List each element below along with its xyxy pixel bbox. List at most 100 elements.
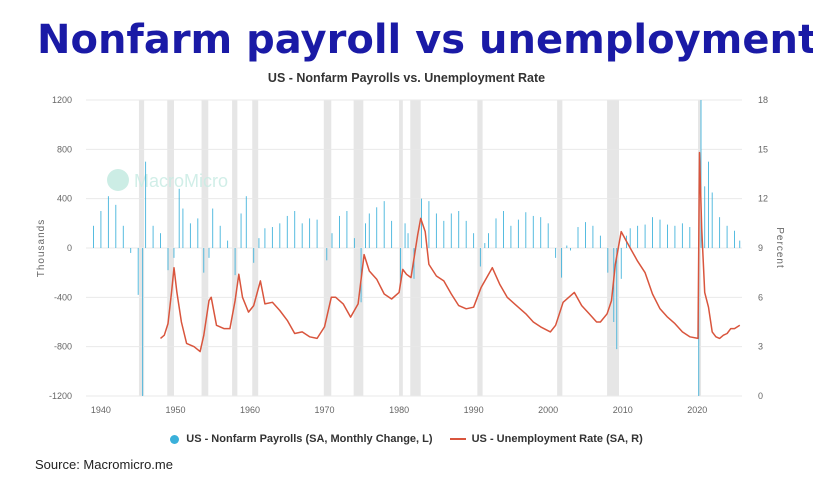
payroll-bar — [620, 248, 622, 279]
legend-item-payroll[interactable]: US - Nonfarm Payrolls (SA, Monthly Chang… — [170, 433, 433, 446]
payroll-bar — [629, 228, 631, 248]
x-tick-label: 1960 — [240, 405, 260, 415]
payroll-bar — [566, 245, 568, 248]
x-tick-label: 2020 — [687, 405, 707, 415]
payroll-bar — [309, 218, 311, 248]
payroll-bar — [279, 223, 281, 248]
payroll-bar — [245, 196, 247, 248]
y-left-tick-label: 0 — [67, 243, 72, 253]
y-left-tick-label: 1200 — [52, 95, 72, 105]
y-left-tick-label: -1200 — [49, 391, 72, 401]
payroll-bar — [400, 248, 402, 285]
payroll-bar — [450, 213, 452, 248]
payroll-bar — [599, 235, 601, 248]
payroll-bar — [115, 204, 117, 248]
payroll-bar — [286, 215, 288, 248]
payroll-bar — [592, 225, 594, 248]
payroll-bar — [739, 240, 741, 248]
left-axis-title: Thousands — [36, 219, 47, 277]
payroll-bars — [93, 100, 741, 396]
payroll-bar — [719, 217, 721, 248]
payroll-bar — [711, 192, 713, 248]
payroll-bar — [353, 238, 355, 248]
y-left-tick-label: 400 — [57, 194, 72, 204]
payroll-bar — [484, 243, 486, 248]
payroll-bar — [208, 248, 210, 258]
payroll-bar — [510, 225, 512, 248]
source-note: Source: Macromicro.me — [35, 457, 173, 472]
payroll-bar — [689, 227, 691, 248]
payroll-bar — [376, 207, 378, 248]
payroll-bar — [644, 224, 646, 248]
payroll-bar — [301, 223, 303, 248]
chart-legend: US - Nonfarm Payrolls (SA, Monthly Chang… — [0, 433, 813, 445]
payroll-bar — [473, 233, 475, 248]
y-right-tick-label: 3 — [758, 342, 763, 352]
payroll-bar — [173, 248, 175, 258]
payroll-bar — [326, 248, 328, 261]
payroll-bar — [227, 240, 229, 248]
page-title: Nonfarm payroll vs unemployment — [37, 17, 813, 63]
payroll-bar — [178, 188, 180, 248]
payroll-bar — [465, 220, 467, 248]
payroll-bar — [681, 223, 683, 248]
watermark-logo-icon — [107, 169, 129, 191]
legend-item-unemployment[interactable]: US - Unemployment Rate (SA, R) — [449, 433, 643, 445]
legend-payroll-label: US - Nonfarm Payrolls (SA, Monthly Chang… — [186, 433, 433, 446]
payroll-bar — [674, 225, 676, 248]
payroll-bar — [182, 208, 184, 248]
payroll-bar — [503, 211, 504, 248]
payroll-bar — [525, 212, 527, 248]
payroll-bar — [189, 223, 191, 248]
right-axis: 18 15 12 9 6 3 0 — [758, 95, 768, 401]
payroll-bar — [197, 218, 199, 248]
payroll-bar — [488, 233, 489, 248]
x-tick-label: 1940 — [91, 405, 111, 415]
unemployment-line — [160, 151, 741, 353]
payroll-bar — [271, 227, 273, 248]
unemployment-series-line — [160, 151, 741, 353]
payroll-bar — [607, 248, 609, 273]
y-right-tick-label: 18 — [758, 95, 768, 105]
payroll-bar — [122, 225, 124, 248]
payroll-bar — [203, 248, 205, 273]
payroll-bar — [561, 248, 563, 278]
x-tick-label: 1950 — [165, 405, 185, 415]
x-tick-label: 2010 — [613, 405, 633, 415]
x-axis: 1940 1950 1960 1970 1980 1990 2000 2010 2020 — [91, 405, 707, 415]
x-tick-label: 2000 — [538, 405, 558, 415]
payroll-bar — [152, 225, 154, 248]
legend-unemployment-marker-icon — [449, 438, 466, 441]
left-axis: 1200 800 400 0 -400 -800 -1200 — [49, 95, 72, 401]
right-axis-title: Percent — [774, 227, 785, 268]
y-right-tick-label: 0 — [758, 391, 763, 401]
payroll-bar — [435, 213, 437, 248]
payroll-bar — [659, 219, 661, 248]
payroll-bar — [130, 248, 132, 253]
payroll-bar — [107, 196, 109, 248]
payroll-bar — [734, 230, 735, 248]
payroll-bar — [708, 161, 709, 248]
payroll-bar — [443, 220, 445, 248]
payroll-bar — [577, 227, 579, 248]
legend-payroll-marker-icon — [170, 434, 180, 444]
payroll-bar — [700, 100, 702, 248]
payroll-bar — [555, 248, 557, 258]
payroll-bar — [219, 225, 221, 248]
payroll-bar — [407, 233, 409, 248]
payroll-bar — [316, 219, 318, 248]
y-right-tick-label: 6 — [758, 292, 763, 302]
payroll-bar — [404, 223, 406, 248]
payroll-bar — [294, 211, 296, 248]
payroll-bar — [240, 213, 242, 248]
payroll-bar — [495, 218, 497, 248]
payroll-bar — [726, 225, 728, 248]
x-tick-label: 1980 — [389, 405, 409, 415]
payroll-bar — [652, 217, 653, 248]
y-left-tick-label: -800 — [54, 342, 72, 352]
chart-title: US - Nonfarm Payrolls vs. Unemployment R… — [267, 71, 546, 85]
payroll-bar — [331, 233, 333, 248]
payroll-bar — [137, 248, 139, 295]
payroll-bar — [234, 248, 236, 276]
payroll-bar — [212, 208, 214, 248]
